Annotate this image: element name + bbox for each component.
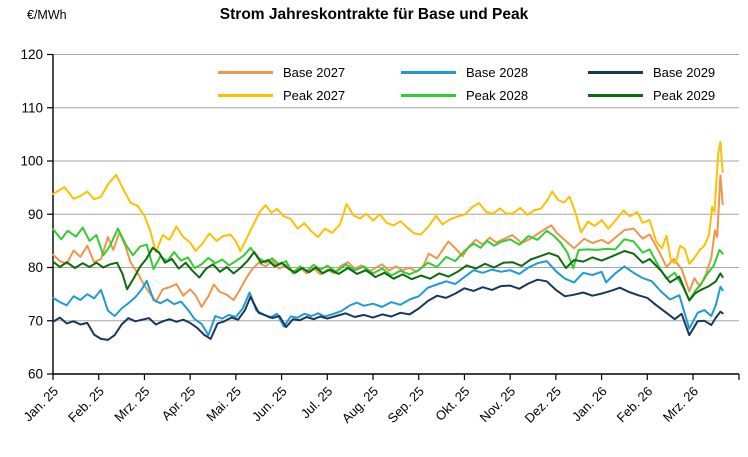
y-tick-label: 70	[28, 313, 43, 328]
y-tick-label: 80	[28, 260, 43, 275]
y-axis-unit-label: €/MWh	[27, 8, 67, 22]
legend-line-swatch	[218, 94, 273, 97]
series-line-base-2027	[52, 174, 724, 308]
y-tick-label: 120	[20, 47, 43, 62]
series-line-peak-2029	[52, 246, 724, 302]
series-line-peak-2027	[52, 140, 724, 265]
legend-item-peak-2029: Peak 2029	[588, 87, 718, 104]
legend-item-peak-2028: Peak 2028	[401, 87, 588, 104]
legend-line-swatch	[218, 71, 273, 74]
x-tick-label: Mrz. 26	[660, 384, 701, 425]
legend-label: Base 2027	[283, 65, 346, 80]
legend-line-swatch	[588, 94, 643, 97]
x-tick-label: Okt. 25	[432, 384, 472, 424]
series-line-base-2029	[52, 278, 724, 341]
legend-item-base-2029: Base 2029	[588, 64, 718, 81]
x-tick-label: Feb. 26	[614, 384, 656, 426]
x-tick-label: Feb. 25	[65, 384, 107, 426]
legend-label: Peak 2027	[283, 88, 346, 103]
x-tick-label: Apr. 25	[159, 384, 199, 424]
chart-title: Strom Jahreskontrakte für Base und Peak	[219, 6, 529, 23]
legend-label: Base 2029	[653, 65, 716, 80]
x-tick-label: Mrz. 25	[111, 384, 152, 425]
legend-line-swatch	[588, 71, 643, 74]
x-tick-label: Sep. 25	[385, 384, 427, 426]
legend-label: Base 2028	[466, 65, 529, 80]
y-tick-label: 60	[28, 367, 43, 382]
x-tick-label: Aug. 25	[339, 384, 381, 426]
x-tick-label: Nov. 25	[477, 384, 519, 426]
x-tick-label: Jun. 25	[249, 384, 290, 425]
y-tick-label: 100	[20, 154, 43, 169]
legend: Base 2027 Base 2028 Base 2029 Peak 2027 Peak…	[218, 64, 718, 104]
legend-line-swatch	[401, 94, 456, 97]
y-tick-label: 110	[21, 100, 43, 115]
legend-item-peak-2027: Peak 2027	[218, 87, 401, 104]
x-tick-label: Mai. 25	[203, 384, 244, 425]
legend-label: Peak 2028	[466, 88, 529, 103]
legend-line-swatch	[401, 71, 456, 74]
series-line-base-2028	[52, 260, 724, 337]
series-line-peak-2028	[52, 226, 724, 301]
legend-label: Peak 2029	[653, 88, 716, 103]
x-tick-label: Jan. 25	[20, 384, 61, 425]
legend-item-base-2028: Base 2028	[401, 64, 588, 81]
x-tick-label: Dez. 25	[522, 384, 564, 426]
y-tick-label: 90	[28, 207, 43, 222]
x-tick-label: Jul. 25	[298, 384, 336, 422]
legend-item-base-2027: Base 2027	[218, 64, 401, 81]
x-tick-label: Jan. 26	[569, 384, 610, 425]
